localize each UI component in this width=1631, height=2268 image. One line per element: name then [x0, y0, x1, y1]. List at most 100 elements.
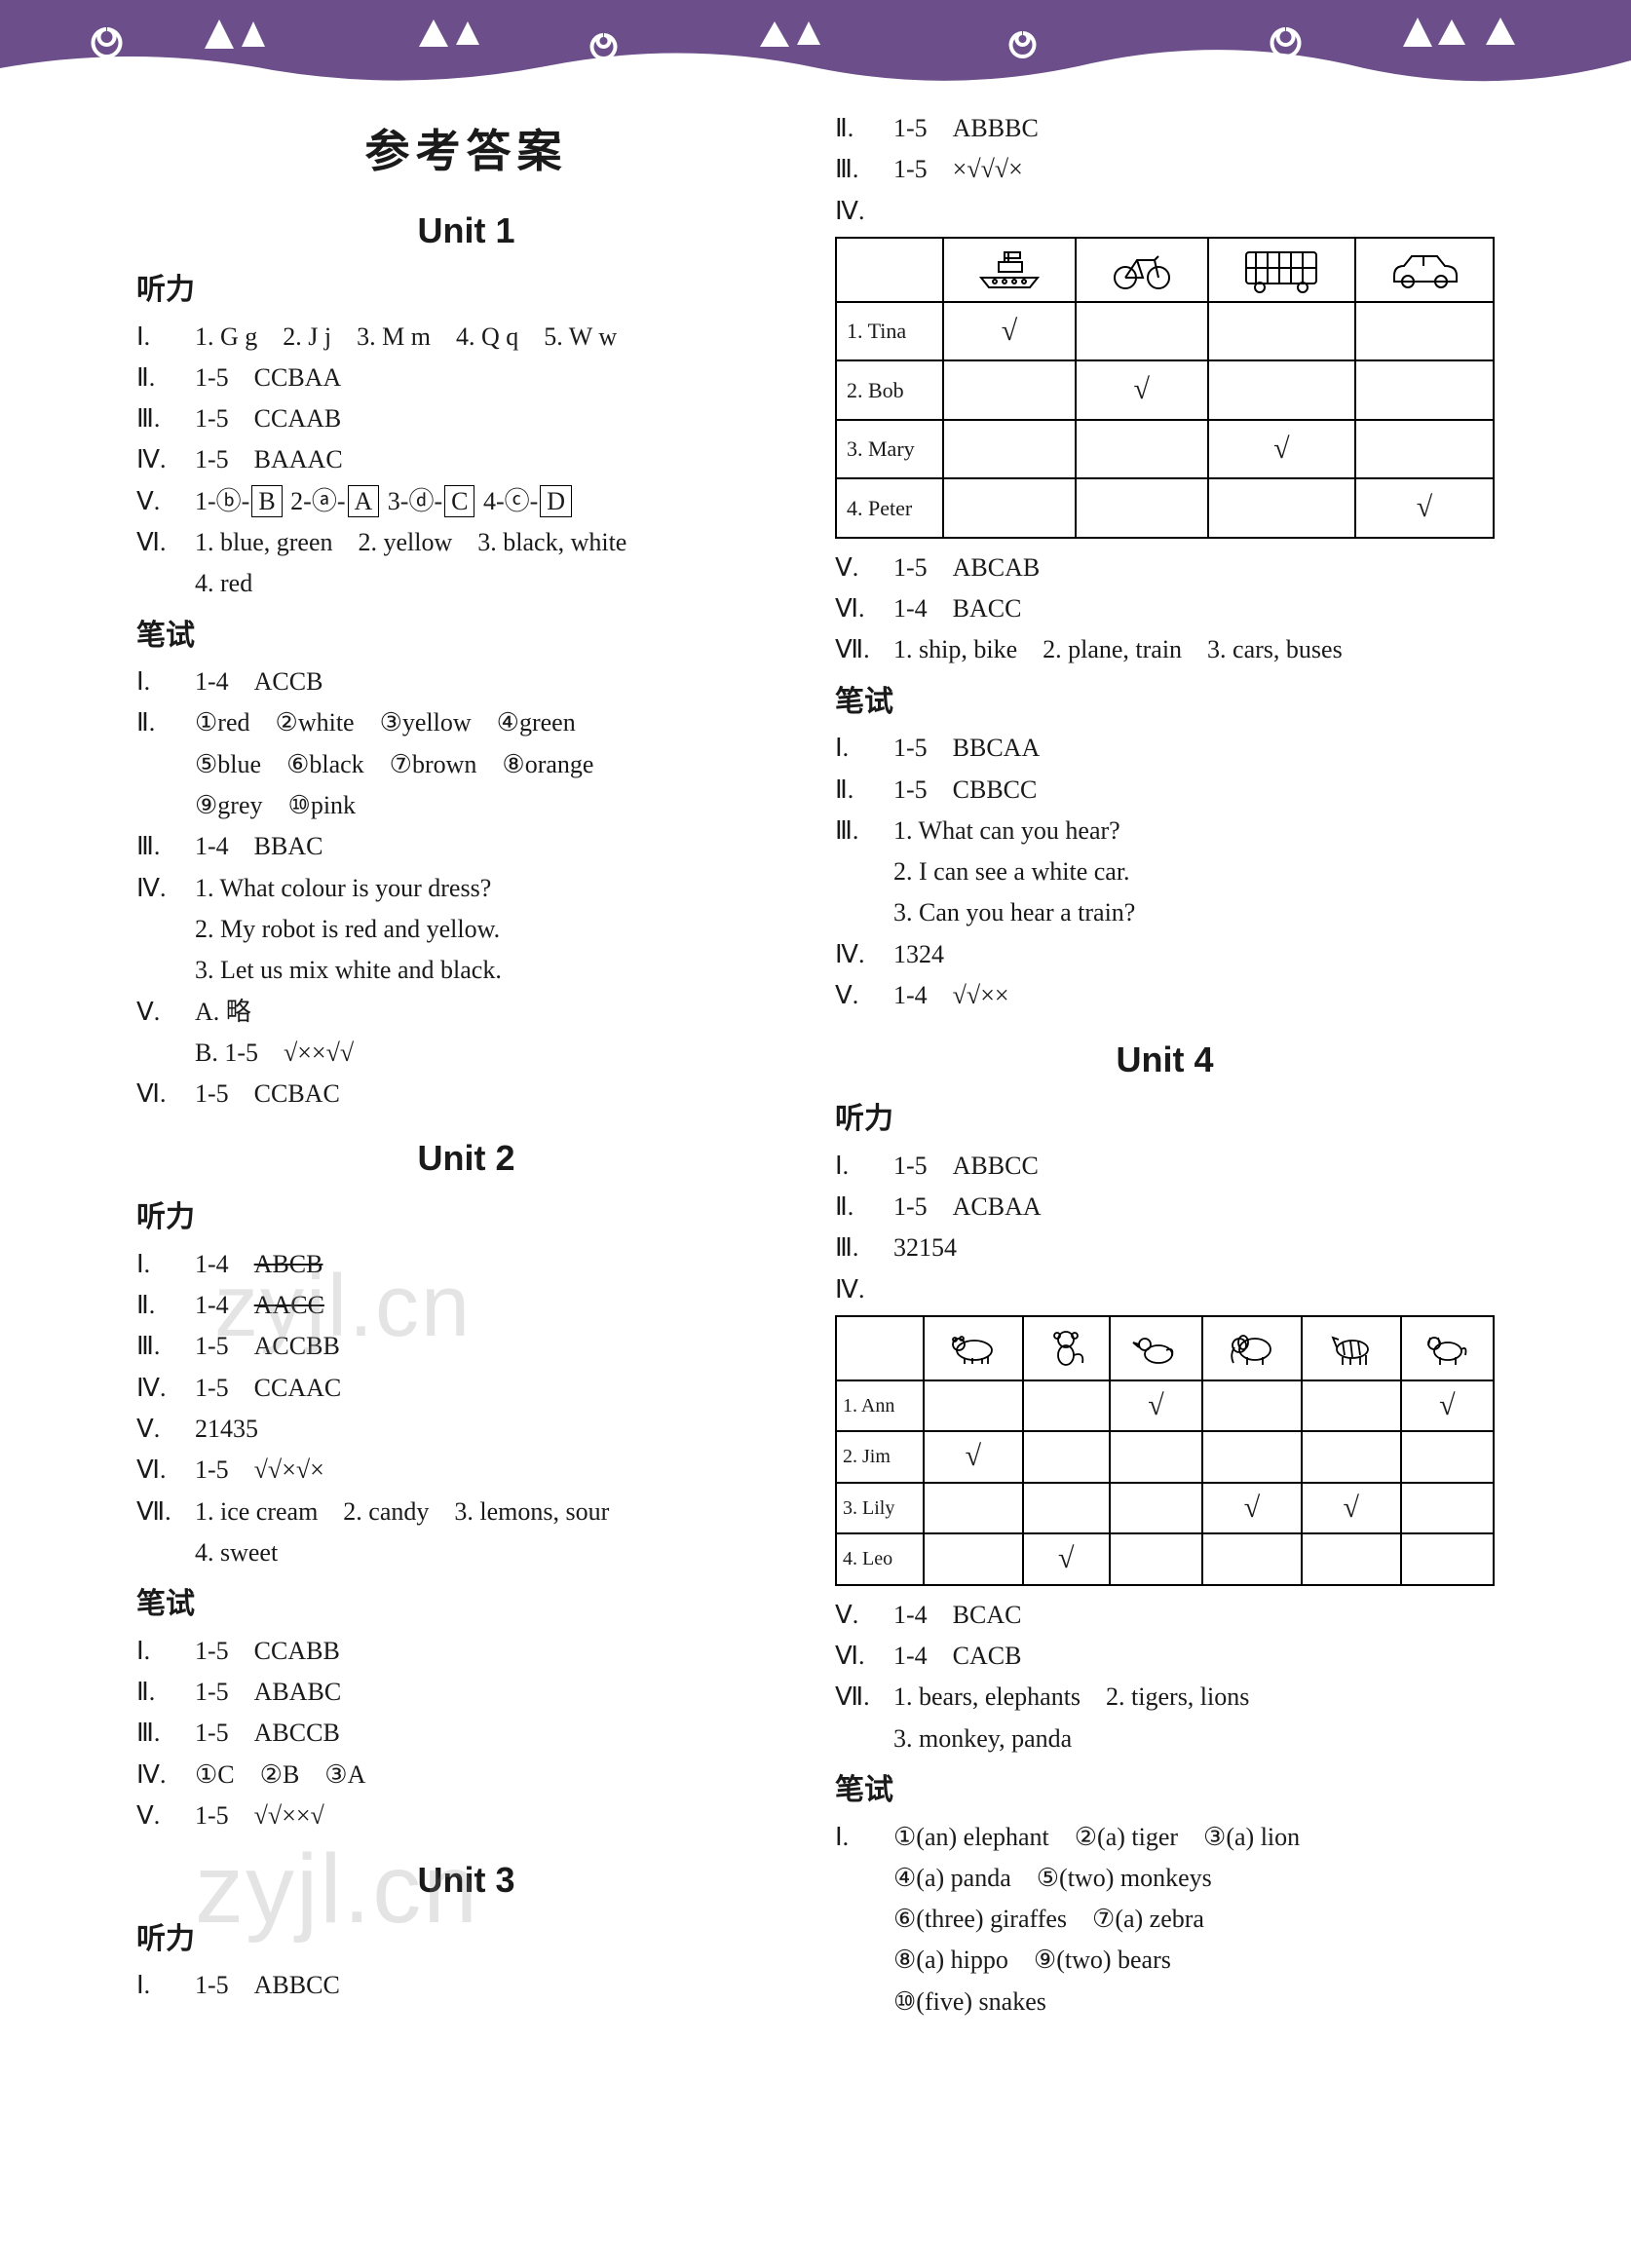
roman-numeral: Ⅰ. — [136, 1966, 195, 2005]
checkmark-cell — [1302, 1533, 1401, 1585]
zebra-icon — [1302, 1316, 1401, 1380]
answer-text: 1-5 ABBBC — [893, 109, 1495, 148]
checkmark-cell — [1401, 1533, 1494, 1585]
answer-text: 1-4 √√×× — [893, 976, 1495, 1015]
roman-numeral: Ⅲ. — [136, 1714, 195, 1753]
checkmark-cell — [1302, 1431, 1401, 1483]
answer-text: 1-5 ACCBB — [195, 1327, 796, 1366]
answer-text: ①C ②B ③A — [195, 1756, 796, 1795]
checkmark-cell — [1023, 1431, 1110, 1483]
answer-row: Ⅵ.1-5 CCBAC — [136, 1075, 796, 1114]
answer-text: ⑥(three) giraffes ⑦(a) zebra — [893, 1900, 1495, 1939]
answer-row: Ⅲ.1-4 BBAC — [136, 827, 796, 866]
answer-text: 1. ship, bike 2. plane, train 3. cars, b… — [893, 630, 1495, 669]
answer-row: Ⅶ.1. ship, bike 2. plane, train 3. cars,… — [835, 630, 1495, 669]
roman-numeral: Ⅰ. — [835, 1147, 893, 1186]
answer-row: ④(a) panda ⑤(two) monkeys — [835, 1859, 1495, 1898]
answer-text: 1-5 BAAAC — [195, 440, 796, 479]
answer-text: 1-5 √√×√× — [195, 1451, 796, 1490]
roman-numeral: Ⅳ. — [136, 869, 195, 908]
answer-text: 1-5 ABCCB — [195, 1714, 796, 1753]
answer-row: Ⅲ.1-5 ACCBB — [136, 1327, 796, 1366]
answer-row: Ⅳ. — [835, 192, 1495, 231]
answer-text: ①(an) elephant ②(a) tiger ③(a) lion — [893, 1818, 1495, 1857]
roman-numeral: Ⅵ. — [136, 1075, 195, 1114]
answer-row: Ⅰ.1-5 CCABB — [136, 1632, 796, 1671]
roman-numeral: Ⅵ. — [835, 589, 893, 628]
answer-row: Ⅶ.1. bears, elephants 2. tigers, lions — [835, 1678, 1495, 1717]
checkmark-cell — [924, 1483, 1023, 1534]
answer-row: ⑥(three) giraffes ⑦(a) zebra — [835, 1900, 1495, 1939]
checkmark-cell — [1023, 1380, 1110, 1432]
unit1-listening-label: 听力 — [136, 268, 796, 314]
roman-numeral: Ⅶ. — [835, 1678, 893, 1717]
answer-row: Ⅰ.1-4 ABCB — [136, 1245, 796, 1284]
unit1-written-label: 笔试 — [136, 614, 796, 660]
checkmark-cell — [1208, 302, 1355, 361]
roman-numeral: Ⅰ. — [136, 1245, 195, 1284]
roman-numeral: Ⅵ. — [136, 1451, 195, 1490]
checkmark-cell — [943, 478, 1076, 538]
roman-numeral: Ⅲ. — [136, 827, 195, 866]
roman-numeral: Ⅲ. — [136, 1327, 195, 1366]
bicycle-icon — [1076, 238, 1208, 302]
checkmark-cell — [1208, 360, 1355, 420]
checkmark-cell — [1110, 1483, 1202, 1534]
roman-numeral: Ⅱ. — [835, 771, 893, 810]
answer-text: 4. red — [195, 564, 796, 603]
answer-text: A. 略 — [195, 993, 796, 1032]
answer-text: ①red ②white ③yellow ④green — [195, 703, 796, 742]
roman-numeral: Ⅱ. — [136, 359, 195, 397]
answer-row: Ⅶ.1. ice cream 2. candy 3. lemons, sour — [136, 1493, 796, 1531]
answer-text: 1. blue, green 2. yellow 3. black, white — [195, 523, 796, 562]
row-name: 2. Jim — [836, 1431, 924, 1483]
checkmark-cell — [943, 360, 1076, 420]
page-content: 参考答案 Unit 1 听力 Ⅰ.1. G g 2. J j 3. M m 4.… — [0, 88, 1631, 2062]
answer-text: 1-4 AACC — [195, 1286, 796, 1325]
answer-text: 2. My robot is red and yellow. — [195, 910, 796, 949]
answer-row: Ⅴ.1-5 √√××√ — [136, 1796, 796, 1835]
row-name: 4. Leo — [836, 1533, 924, 1585]
answer-text: 1-5 ACBAA — [893, 1188, 1495, 1227]
answer-text: ⑧(a) hippo ⑨(two) bears — [893, 1941, 1495, 1980]
answer-row: Ⅴ.1-5 ABCAB — [835, 548, 1495, 587]
answer-text: 1-5 CBBCC — [893, 771, 1495, 810]
answer-row: Ⅳ.1324 — [835, 935, 1495, 974]
answer-row: Ⅵ.1-4 BACC — [835, 589, 1495, 628]
answer-row: Ⅳ.①C ②B ③A — [136, 1756, 796, 1795]
answer-row: Ⅰ.1-5 ABBCC — [835, 1147, 1495, 1186]
answer-row: Ⅱ.1-5 ABBBC — [835, 109, 1495, 148]
row-name: 4. Peter — [836, 478, 943, 538]
answer-row: Ⅱ.1-5 CBBCC — [835, 771, 1495, 810]
roman-numeral: Ⅴ. — [136, 1796, 195, 1835]
answer-text: 1-5 ABBCC — [195, 1966, 796, 2005]
checkmark-cell: √ — [1076, 360, 1208, 420]
roman-numeral: Ⅲ. — [835, 812, 893, 850]
answer-row: Ⅲ.1. What can you hear? — [835, 812, 1495, 850]
roman-numeral: Ⅵ. — [835, 1637, 893, 1676]
answer-text: 1-5 ABABC — [195, 1673, 796, 1712]
elephant-icon — [1202, 1316, 1302, 1380]
roman-numeral: Ⅴ. — [136, 482, 195, 521]
answer-text: 1-4 CACB — [893, 1637, 1495, 1676]
answer-text: 3. monkey, panda — [893, 1720, 1495, 1758]
checkmark-cell — [1076, 302, 1208, 361]
answer-text: 1-5 BBCAA — [893, 729, 1495, 768]
roman-numeral: Ⅱ. — [136, 1286, 195, 1325]
right-column: Ⅱ.1-5 ABBBCⅢ.1-5 ×√√√×Ⅳ. 1. Tina√2. Bob√… — [835, 107, 1495, 2023]
answer-row: Ⅳ.1-5 CCAAC — [136, 1369, 796, 1408]
answer-row: B. 1-5 √××√√ — [136, 1034, 796, 1073]
answer-row: Ⅰ.①(an) elephant ②(a) tiger ③(a) lion — [835, 1818, 1495, 1857]
answer-text: ⑤blue ⑥black ⑦brown ⑧orange — [195, 745, 796, 784]
answer-row: Ⅵ.1-4 CACB — [835, 1637, 1495, 1676]
roman-numeral: Ⅴ. — [835, 548, 893, 587]
checkmark-cell: √ — [1208, 420, 1355, 479]
duck-icon — [1110, 1316, 1202, 1380]
answer-row: Ⅱ.1-5 ABABC — [136, 1673, 796, 1712]
roman-numeral: Ⅱ. — [136, 1673, 195, 1712]
answer-text: ④(a) panda ⑤(two) monkeys — [893, 1859, 1495, 1898]
answer-row: Ⅴ.1-4 √√×× — [835, 976, 1495, 1015]
checkmark-cell — [1355, 420, 1494, 479]
answer-row: Ⅲ.1-5 ABCCB — [136, 1714, 796, 1753]
answer-text: 2. I can see a white car. — [893, 852, 1495, 891]
